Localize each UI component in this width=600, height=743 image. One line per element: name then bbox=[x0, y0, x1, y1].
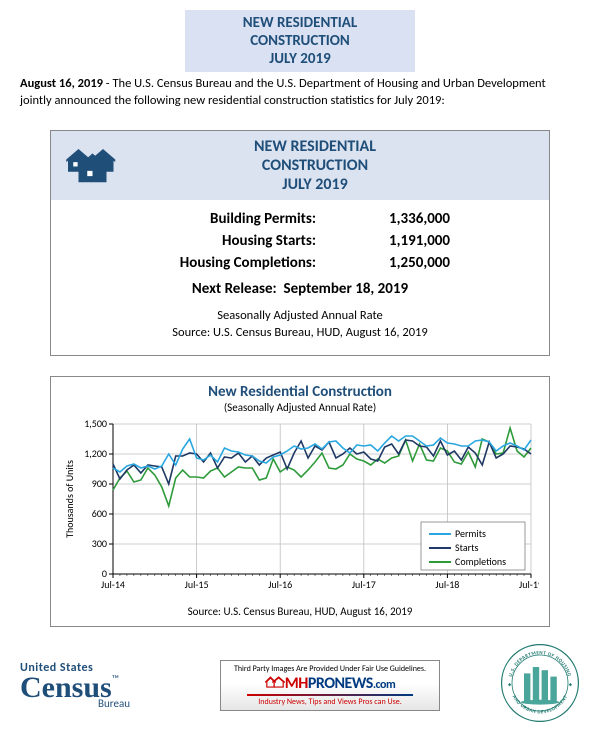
svg-text:Thousands of Units: Thousands of Units bbox=[63, 460, 76, 538]
mhpronews-box: Third Party Images Are Provided Under Fa… bbox=[220, 660, 440, 711]
svg-text:Jul-17: Jul-17 bbox=[352, 578, 376, 591]
stats-row: Housing Completions:1,250,000 bbox=[71, 252, 529, 274]
next-release: Next Release: September 18, 2019 bbox=[71, 274, 529, 308]
page-title-l2: CONSTRUCTION bbox=[193, 32, 407, 50]
stats-title-l1: NEW RESIDENTIAL bbox=[131, 137, 499, 156]
svg-text:900: 900 bbox=[92, 477, 107, 490]
stats-title-l3: JULY 2019 bbox=[131, 175, 499, 194]
svg-text:Jul-15: Jul-15 bbox=[185, 578, 209, 591]
stats-label: Housing Starts: bbox=[150, 232, 340, 250]
stats-header: NEW RESIDENTIAL CONSTRUCTION JULY 2019 bbox=[51, 131, 549, 201]
stats-value: 1,336,000 bbox=[340, 210, 450, 228]
svg-text:Jul-19: Jul-19 bbox=[519, 578, 539, 591]
line-chart: 03006009001,2001,500Jul-14Jul-15Jul-16Ju… bbox=[59, 418, 539, 598]
svg-text:1,500: 1,500 bbox=[84, 418, 107, 430]
chart-subtitle: (Seasonally Adjusted Annual Rate) bbox=[59, 401, 541, 414]
census-tm: ™ bbox=[112, 672, 119, 685]
page-title-l3: JULY 2019 bbox=[193, 50, 407, 68]
page-title-box: NEW RESIDENTIAL CONSTRUCTION JULY 2019 bbox=[185, 10, 415, 72]
svg-text:Jul-18: Jul-18 bbox=[435, 578, 459, 591]
footer: United States Census™ Bureau Third Party… bbox=[0, 637, 600, 742]
stats-value: 1,250,000 bbox=[340, 254, 450, 272]
svg-text:U.S. DEPARTMENT OF HOUSING: U.S. DEPARTMENT OF HOUSING bbox=[508, 650, 572, 677]
svg-text:Completions: Completions bbox=[455, 555, 506, 568]
stats-note2: Source: U.S. Census Bureau, HUD, August … bbox=[71, 325, 529, 341]
stats-title: NEW RESIDENTIAL CONSTRUCTION JULY 2019 bbox=[131, 137, 539, 195]
census-logo: United States Census™ Bureau bbox=[20, 661, 160, 711]
mhpronews-logo: MHPRONEWS.com bbox=[227, 674, 433, 693]
next-release-value: September 18, 2019 bbox=[283, 280, 408, 298]
svg-text:Jul-14: Jul-14 bbox=[101, 578, 125, 591]
stats-note1: Seasonally Adjusted Annual Rate bbox=[71, 308, 529, 324]
stats-label: Building Permits: bbox=[150, 210, 340, 228]
chart-source: Source: U.S. Census Bureau, HUD, August … bbox=[59, 605, 541, 618]
next-release-label: Next Release: bbox=[192, 280, 277, 298]
intro-date: August 16, 2019 bbox=[20, 76, 103, 91]
stats-row: Building Permits:1,336,000 bbox=[71, 208, 529, 230]
svg-text:Jul-16: Jul-16 bbox=[268, 578, 292, 591]
svg-text:1,200: 1,200 bbox=[84, 447, 107, 460]
chart-box: New Residential Construction (Seasonally… bbox=[50, 376, 550, 627]
stats-body: Building Permits:1,336,000Housing Starts… bbox=[51, 200, 549, 355]
stats-title-l2: CONSTRUCTION bbox=[131, 156, 499, 175]
svg-text:Permits: Permits bbox=[455, 527, 486, 540]
svg-text:AND URBAN DEVELOPMENT: AND URBAN DEVELOPMENT bbox=[511, 694, 569, 715]
page-title-l1: NEW RESIDENTIAL bbox=[193, 14, 407, 32]
mhpronews-tagline: Industry News, Tips and Views Pros can U… bbox=[227, 697, 433, 707]
houses-icon bbox=[61, 142, 131, 189]
fair-use-text: Third Party Images Are Provided Under Fa… bbox=[227, 664, 433, 674]
svg-text:600: 600 bbox=[92, 507, 107, 520]
svg-text:Starts: Starts bbox=[455, 541, 478, 554]
svg-text:300: 300 bbox=[92, 537, 107, 550]
stats-box: NEW RESIDENTIAL CONSTRUCTION JULY 2019 B… bbox=[50, 130, 550, 356]
stats-row: Housing Starts:1,191,000 bbox=[71, 230, 529, 252]
hud-seal: U.S. DEPARTMENT OF HOUSING AND URBAN DEV… bbox=[500, 643, 580, 728]
intro-paragraph: August 16, 2019 - The U.S. Census Bureau… bbox=[0, 76, 600, 120]
stats-value: 1,191,000 bbox=[340, 232, 450, 250]
stats-label: Housing Completions: bbox=[150, 254, 340, 272]
chart-title: New Residential Construction bbox=[59, 383, 541, 401]
